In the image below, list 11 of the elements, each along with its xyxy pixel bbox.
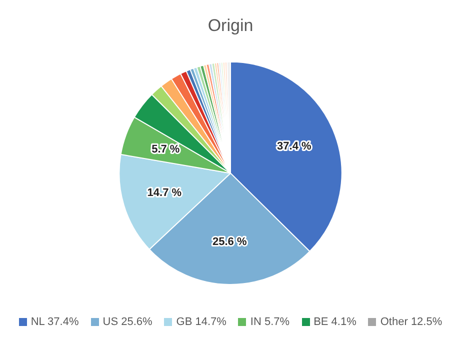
legend-label: BE 4.1% (314, 316, 356, 328)
data-label: 14.7 % (147, 187, 182, 200)
legend-label: GB 14.7% (176, 316, 226, 328)
legend-label: US 25.6% (102, 316, 152, 328)
data-label: 5.7 % (152, 144, 180, 156)
chart-title: Origin (208, 16, 254, 35)
data-label: 25.6 % (212, 236, 247, 248)
data-label: 37.4 % (277, 140, 312, 153)
text: Other 12.5% (380, 316, 442, 328)
legend-label: IN 5.7% (250, 316, 290, 328)
legend-label: NL 37.4% (30, 316, 79, 328)
